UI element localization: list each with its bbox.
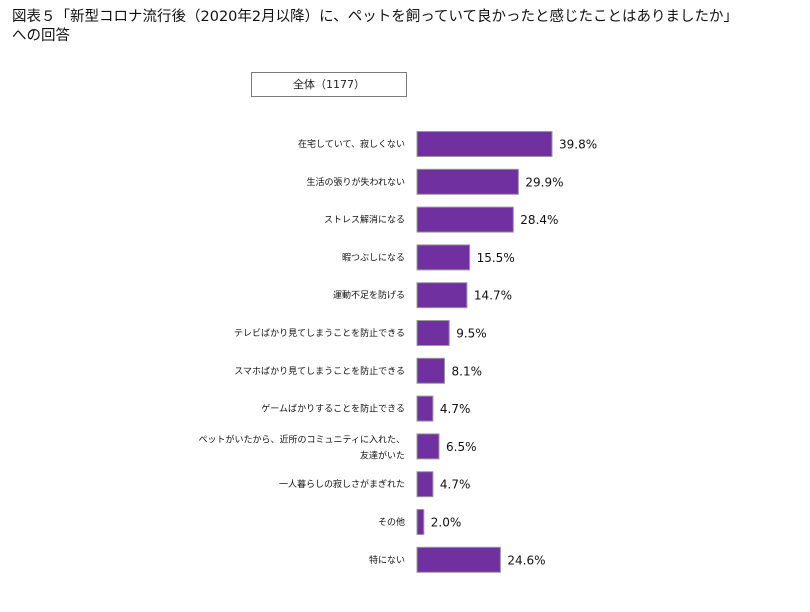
legend-box: 全体（1177）	[251, 72, 407, 97]
bar-1	[416, 168, 519, 195]
chart-title-line-2: への回答	[12, 28, 70, 44]
value-label-1: 29.9%	[525, 175, 563, 189]
value-label-8: 6.5%	[446, 440, 477, 454]
category-label-0: 在宅していて、寂しくない	[298, 138, 405, 150]
bar-7	[416, 395, 434, 422]
value-label-0: 39.8%	[559, 138, 597, 152]
bar-3	[416, 244, 471, 271]
value-label-11: 24.6%	[507, 553, 545, 567]
category-label-6: スマホばかり見てしまうことを防止できる	[234, 365, 405, 377]
category-label-8-line-0: ペットがいたから、近所のコミュニティに入れた、	[199, 433, 405, 445]
category-label-9: 一人暮らしの寂しさがまぎれた	[279, 478, 405, 490]
bar-10	[416, 509, 425, 535]
bar-6	[416, 357, 445, 384]
bar-5	[416, 320, 450, 346]
bar-11	[416, 546, 501, 573]
category-label-4: 運動不足を防げる	[333, 289, 405, 301]
bar-8	[416, 433, 440, 460]
category-label-7: ゲームばかりすることを防止できる	[261, 403, 405, 415]
category-label-8-line-1: 友達がいた	[360, 449, 405, 461]
category-label-10: その他	[378, 516, 405, 528]
category-label-1: 生活の張りが失われない	[306, 176, 405, 188]
bar-2	[416, 206, 514, 233]
category-label-2: ストレス解消になる	[324, 214, 405, 226]
value-label-5: 9.5%	[456, 327, 487, 341]
value-label-7: 4.7%	[440, 402, 471, 416]
value-label-2: 28.4%	[520, 213, 558, 227]
value-label-6: 8.1%	[452, 364, 483, 378]
category-label-5: テレビばかり見てしまうことを防止できる	[234, 327, 405, 339]
bar-4	[416, 282, 468, 309]
value-label-3: 15.5%	[477, 251, 515, 265]
value-label-9: 4.7%	[440, 478, 471, 492]
chart-title-line-1: 図表５「新型コロナ流行後（2020年2月以降）に、ペットを飼っていて良かったと感…	[12, 9, 739, 25]
value-label-10: 2.0%	[431, 516, 462, 530]
category-label-11: 特にない	[369, 554, 405, 566]
category-label-3: 暇つぶしになる	[342, 252, 405, 263]
bar-0	[416, 131, 553, 157]
value-label-4: 14.7%	[474, 289, 512, 303]
chart-title: 図表５「新型コロナ流行後（2020年2月以降）に、ペットを飼っていて良かったと感…	[12, 8, 802, 46]
bar-9	[416, 471, 434, 498]
